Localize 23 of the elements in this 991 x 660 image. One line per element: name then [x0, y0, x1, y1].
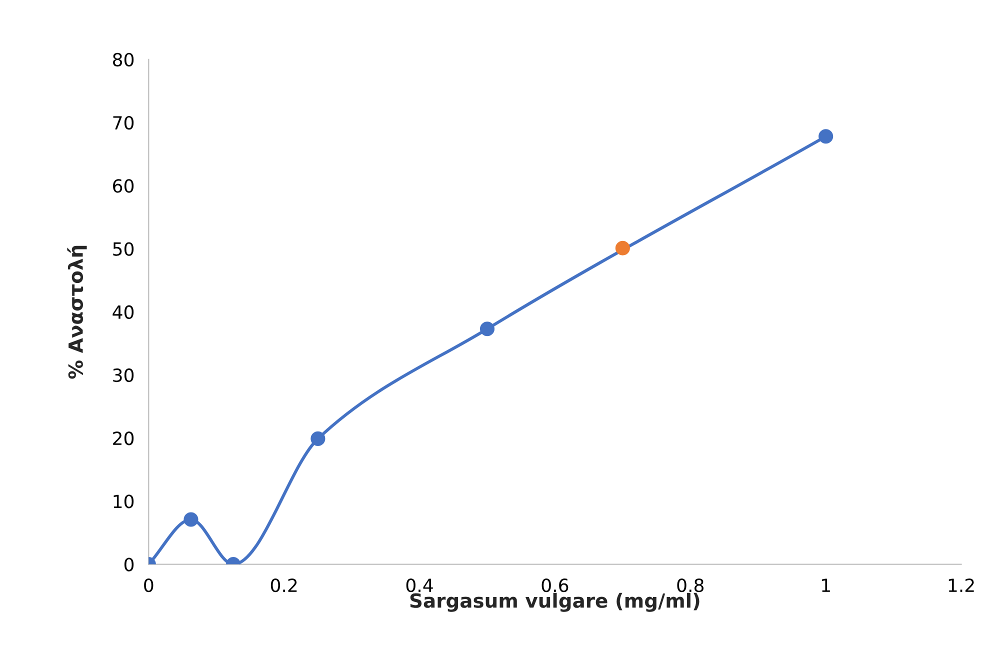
y-tick-label: 80: [113, 52, 134, 67]
x-tick-label: 0: [144, 578, 154, 592]
x-tick-label: 0.8: [677, 578, 704, 592]
x-tick-label: 1: [822, 578, 830, 592]
y-tick-label: 0: [124, 558, 134, 572]
x-tick-label: 1.2: [948, 578, 974, 592]
y-tick-label: 60: [113, 179, 134, 193]
point: [184, 512, 198, 527]
y-axis-title: % Αναστολή: [67, 246, 87, 379]
point: [480, 322, 495, 336]
y-tick-label: 10: [114, 494, 134, 508]
y-tick-label: 30: [113, 368, 134, 382]
x-tick-label: 0.4: [406, 578, 433, 592]
point: [310, 431, 326, 446]
point: [615, 240, 630, 256]
x-axis-title: Sargasum vulgare (mg/ml): [410, 592, 700, 612]
y-tick-label: 70: [113, 116, 134, 130]
y-tick-label: 20: [113, 432, 134, 446]
y-tick-label: 50: [113, 242, 134, 256]
point: [818, 129, 834, 144]
x-tick-label: 0.6: [542, 578, 568, 592]
y-tick-label: 40: [112, 305, 134, 319]
x-tick-label: 0.2: [270, 578, 297, 592]
